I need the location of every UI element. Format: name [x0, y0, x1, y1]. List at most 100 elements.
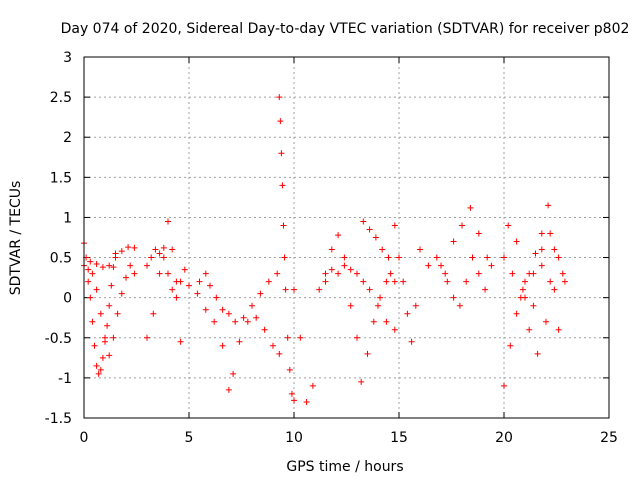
series-track-n	[438, 254, 495, 309]
data-point	[561, 278, 568, 285]
data-point	[91, 342, 98, 349]
data-point	[547, 230, 554, 237]
data-point	[181, 266, 188, 273]
data-point	[202, 270, 209, 277]
data-point	[377, 294, 384, 301]
data-point	[404, 310, 411, 317]
data-point	[360, 278, 367, 285]
data-point	[95, 370, 102, 377]
data-point	[555, 326, 562, 333]
data-point	[341, 262, 348, 269]
data-point	[276, 94, 283, 101]
data-point	[530, 270, 537, 277]
data-point	[257, 290, 264, 297]
data-point	[322, 278, 329, 285]
data-point	[97, 310, 104, 317]
series-track-c	[87, 244, 138, 271]
grid	[84, 57, 609, 418]
data-point	[383, 278, 390, 285]
data-point	[387, 270, 394, 277]
y-tick-label: 1.5	[50, 170, 72, 186]
data-point	[104, 322, 111, 329]
series-track-e	[144, 246, 188, 301]
series-track-f	[186, 282, 283, 393]
data-point	[532, 250, 539, 257]
data-point	[425, 262, 432, 269]
y-tick-label: -0.5	[45, 331, 72, 347]
data-point	[118, 290, 125, 297]
y-axis-label: SDTVAR / TECUs	[8, 181, 24, 296]
series-track-r	[522, 246, 562, 333]
data-point	[284, 334, 291, 341]
data-point	[160, 254, 167, 261]
data-point	[288, 390, 295, 397]
data-point	[211, 318, 218, 325]
data-point	[488, 262, 495, 269]
data-point	[169, 246, 176, 253]
data-point	[286, 366, 293, 373]
data-point	[341, 254, 348, 261]
x-tick-label: 15	[390, 430, 408, 446]
data-point	[366, 286, 373, 293]
data-point	[279, 182, 286, 189]
data-point	[328, 266, 335, 273]
data-point	[372, 234, 379, 241]
data-point	[131, 244, 138, 251]
data-point	[277, 118, 284, 125]
data-point	[89, 270, 96, 277]
x-tick-label: 10	[285, 430, 303, 446]
x-axis-label: GPS time / hours	[286, 459, 403, 475]
data-point	[442, 270, 449, 277]
data-point	[391, 326, 398, 333]
data-point	[186, 282, 192, 289]
chart-title: Day 074 of 2020, Sidereal Day-to-day VTE…	[61, 21, 630, 37]
data-point	[391, 222, 398, 229]
data-point	[412, 302, 419, 309]
data-point	[366, 226, 373, 233]
y-tick-label: 0	[63, 291, 72, 307]
data-point	[123, 274, 129, 281]
data-point	[538, 230, 545, 237]
data-point	[347, 266, 354, 273]
data-point	[127, 262, 134, 269]
data-point	[559, 270, 566, 277]
data-point	[354, 270, 360, 277]
data-point	[303, 398, 310, 405]
data-point	[225, 310, 232, 317]
series-track-l	[387, 254, 419, 345]
data-point	[459, 222, 465, 229]
data-point	[291, 397, 297, 404]
data-point	[87, 294, 94, 301]
axis-ticks: 0 5 10 15 20 25 -1.5 -1 -0.5 0 0.5 1 1.5 2 2.5 3	[45, 50, 618, 446]
data-point	[169, 286, 176, 293]
data-point	[408, 338, 415, 345]
data-point	[85, 266, 92, 273]
data-point	[316, 286, 323, 293]
series-track-p	[501, 254, 566, 357]
data-point	[270, 342, 276, 349]
data-point	[152, 246, 159, 253]
data-point	[93, 362, 100, 369]
data-point	[165, 218, 171, 225]
data-point	[335, 270, 342, 277]
data-point	[354, 334, 360, 341]
data-point	[236, 338, 243, 345]
data-point	[89, 318, 96, 325]
data-point	[281, 254, 288, 261]
x-tick-label: 0	[80, 430, 89, 446]
data-point	[219, 306, 226, 313]
data-point	[125, 244, 132, 251]
data-point	[160, 244, 167, 251]
data-point	[505, 222, 512, 229]
x-tick-label: 20	[495, 430, 513, 446]
data-point	[87, 258, 94, 265]
data-point	[97, 366, 104, 373]
data-point	[106, 262, 113, 269]
data-point	[328, 246, 335, 253]
data-point	[213, 294, 220, 301]
data-point	[173, 294, 180, 301]
series-track-d	[144, 218, 184, 345]
data-point	[347, 302, 354, 309]
plot-frame	[83, 56, 610, 419]
data-point	[99, 354, 106, 361]
